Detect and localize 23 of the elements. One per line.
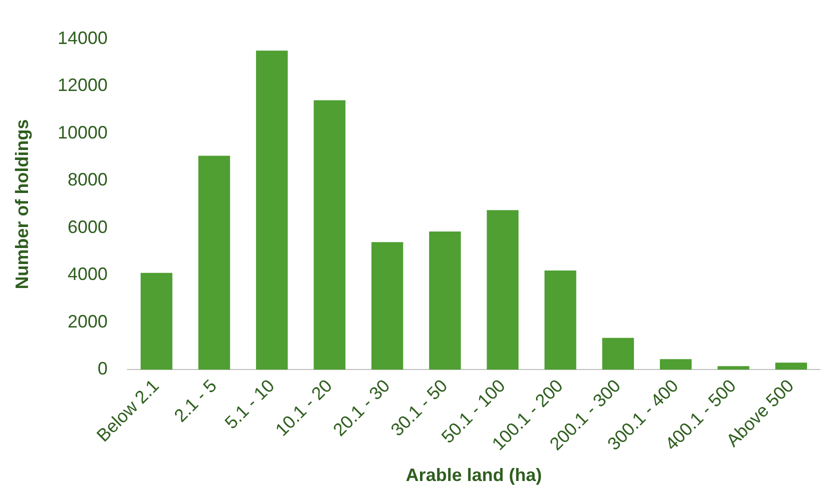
bar	[140, 272, 172, 370]
y-tick-label: 2000	[68, 311, 108, 332]
bar	[256, 50, 288, 370]
bar	[544, 270, 576, 370]
y-tick-label: 12000	[58, 75, 108, 96]
y-tick-label: 8000	[68, 170, 108, 190]
bar	[602, 338, 634, 370]
x-tick-label: 2.1 - 5	[170, 376, 221, 426]
bar	[429, 231, 461, 370]
bar	[371, 242, 404, 370]
y-tick-label: 4000	[68, 264, 108, 284]
y-tick-label: 10000	[58, 122, 108, 142]
y-axis-title: Number of holdings	[12, 119, 32, 290]
y-tick-label: 14000	[58, 28, 108, 48]
bar	[486, 210, 519, 370]
bar	[660, 359, 692, 370]
bar	[314, 100, 346, 370]
y-tick-label: 0	[98, 358, 108, 379]
bar	[775, 362, 808, 370]
bar	[718, 366, 750, 370]
x-axis-title: Arable land (ha)	[406, 465, 542, 486]
bar	[198, 156, 230, 370]
y-tick-label: 6000	[68, 216, 108, 237]
